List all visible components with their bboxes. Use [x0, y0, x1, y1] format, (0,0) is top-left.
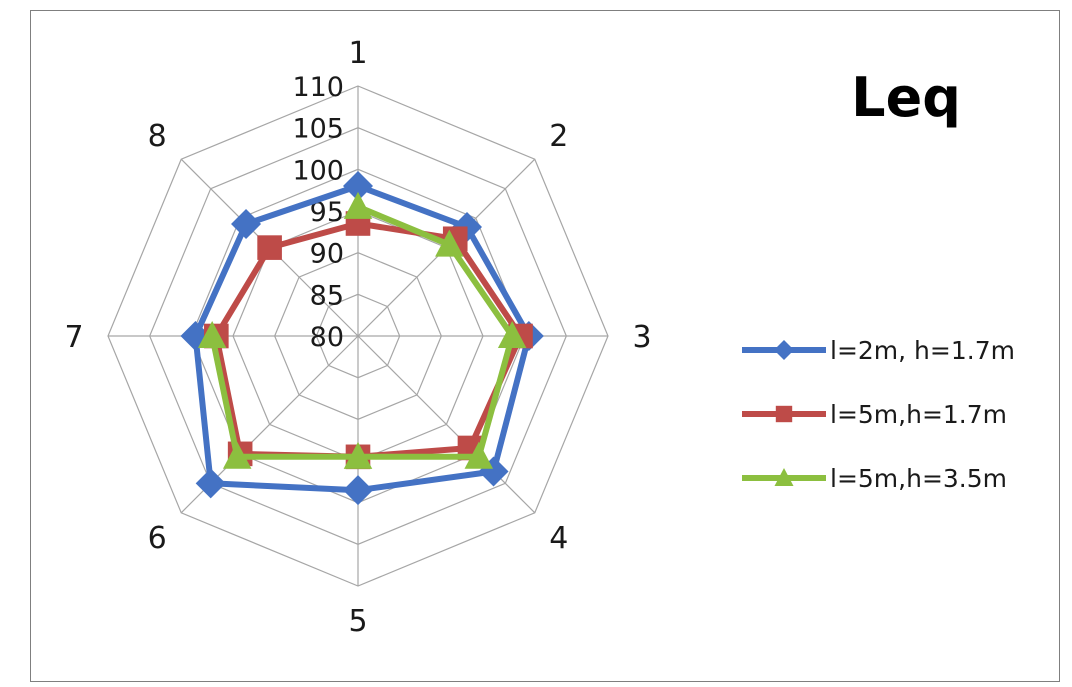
data-point: [343, 171, 373, 201]
chart-title: Leq: [851, 66, 961, 129]
data-point: [197, 321, 227, 348]
legend-label: l=2m, h=1.7m: [830, 336, 1015, 365]
category-label: 1: [348, 36, 367, 71]
data-point: [195, 468, 226, 499]
legend: l=2m, h=1.7m l=5m,h=1.7m l=5m,h=3.5m: [742, 336, 1015, 493]
legend-item: l=5m,h=3.5m: [742, 464, 1007, 493]
grid-spoke: [357, 335, 536, 514]
data-point: [257, 235, 282, 260]
data-point: [222, 441, 252, 469]
legend-label: l=5m,h=1.7m: [830, 400, 1007, 429]
category-label: 4: [549, 521, 568, 556]
tick-label: 90: [310, 239, 344, 270]
data-point: [774, 468, 794, 486]
tick-label: 80: [310, 322, 344, 353]
legend-item: l=2m, h=1.7m: [742, 336, 1015, 365]
category-label: 3: [632, 320, 651, 355]
tick-label: 100: [292, 155, 344, 186]
category-label: 7: [64, 320, 83, 355]
data-point: [775, 405, 793, 423]
series-3: [197, 191, 527, 469]
data-point: [774, 340, 794, 360]
tick-label: 105: [292, 114, 344, 145]
category-label: 5: [348, 604, 367, 639]
data-point: [435, 229, 464, 257]
data-point: [464, 441, 494, 469]
legend-item: l=5m,h=1.7m: [742, 400, 1007, 429]
data-point: [497, 321, 527, 348]
tick-label: 110: [292, 72, 344, 103]
category-labels: 1 2 3 4 5 6 7 8: [64, 36, 651, 639]
legend-label: l=5m,h=3.5m: [830, 464, 1007, 493]
radar-grid: [107, 85, 609, 587]
data-point: [343, 441, 373, 469]
series-layer: [180, 171, 544, 506]
data-point: [343, 475, 373, 506]
tick-label: 85: [310, 280, 344, 311]
data-point: [343, 191, 373, 219]
category-label: 2: [549, 119, 568, 154]
category-label: 6: [148, 521, 167, 556]
data-point: [231, 209, 262, 240]
category-label: 8: [148, 119, 167, 154]
